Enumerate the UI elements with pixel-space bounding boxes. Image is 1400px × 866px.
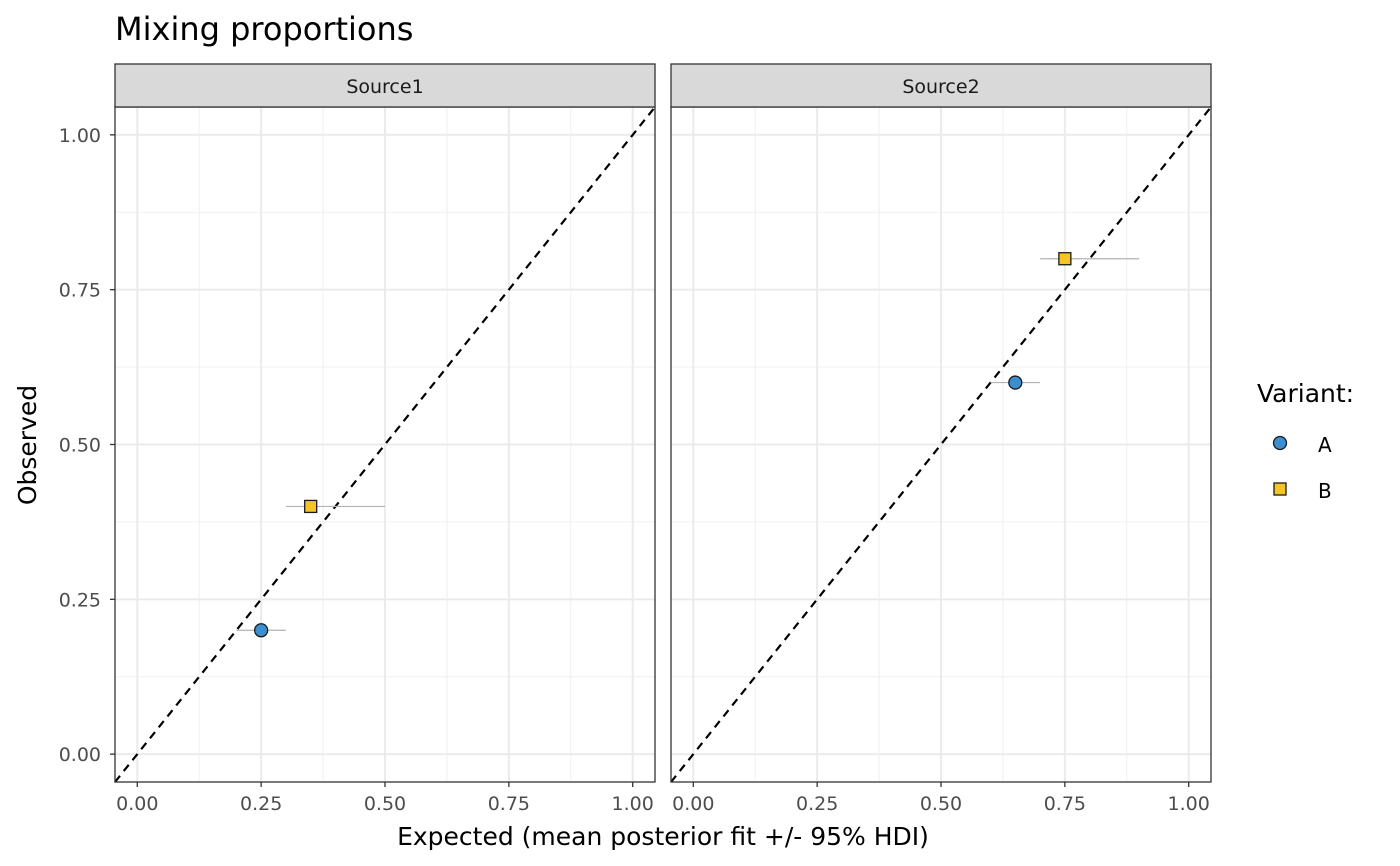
x-tick-label: 1.00 [1168, 793, 1210, 815]
legend-label-b: B [1318, 479, 1332, 503]
data-point-b [304, 499, 318, 514]
data-point-a [1008, 375, 1023, 390]
legend-key-a [1272, 435, 1288, 451]
x-tick-label: 0.25 [240, 793, 282, 815]
x-tick-label: 0.75 [488, 793, 530, 815]
x-tick-label: 1.00 [612, 793, 654, 815]
facet-panel-source2: Source2 0.00 0.25 0.50 0.75 1.00 [670, 63, 1212, 815]
x-tick-label: 0.50 [364, 793, 406, 815]
y-tick-label: 0.50 [59, 435, 101, 457]
identity-reference-line [114, 106, 656, 783]
legend: Variant: AB [1257, 379, 1354, 503]
x-tick-label: 0.75 [1044, 793, 1086, 815]
facet-strip [670, 63, 1212, 108]
x-tick-label: 0.50 [920, 793, 962, 815]
y-tick-label: 0.25 [59, 589, 101, 611]
y-tick-label: 0.00 [59, 744, 101, 766]
identity-reference-line [670, 106, 1212, 783]
legend-key-b [1273, 482, 1287, 496]
chart-title: Mixing proportions [115, 10, 413, 48]
data-point-b [1058, 252, 1072, 266]
facet-strip-label: Source2 [902, 76, 979, 98]
data-point-a [253, 623, 269, 638]
x-tick-label: 0.00 [116, 793, 158, 815]
facet-strip [114, 63, 656, 108]
legend-label-a: A [1318, 433, 1332, 457]
y-tick-label: 1.00 [59, 125, 101, 147]
y-axis-title: Observed [13, 385, 42, 505]
x-tick-label: 0.25 [796, 793, 838, 815]
facet-panel-source1: Source1 0.00 0.25 0.50 0.75 1.00 0.00 0.25 0.50 0… [59, 63, 656, 815]
legend-title: Variant: [1257, 379, 1354, 408]
x-axis-title: Expected (mean posterior fit +/- 95% HDI… [397, 822, 929, 851]
y-tick-label: 0.75 [59, 280, 101, 302]
facet-strip-label: Source1 [346, 76, 423, 98]
facet-panels: Source1 0.00 0.25 0.50 0.75 1.00 0.00 0.25 0.50 0… [59, 63, 1212, 815]
x-tick-label: 0.00 [672, 793, 714, 815]
